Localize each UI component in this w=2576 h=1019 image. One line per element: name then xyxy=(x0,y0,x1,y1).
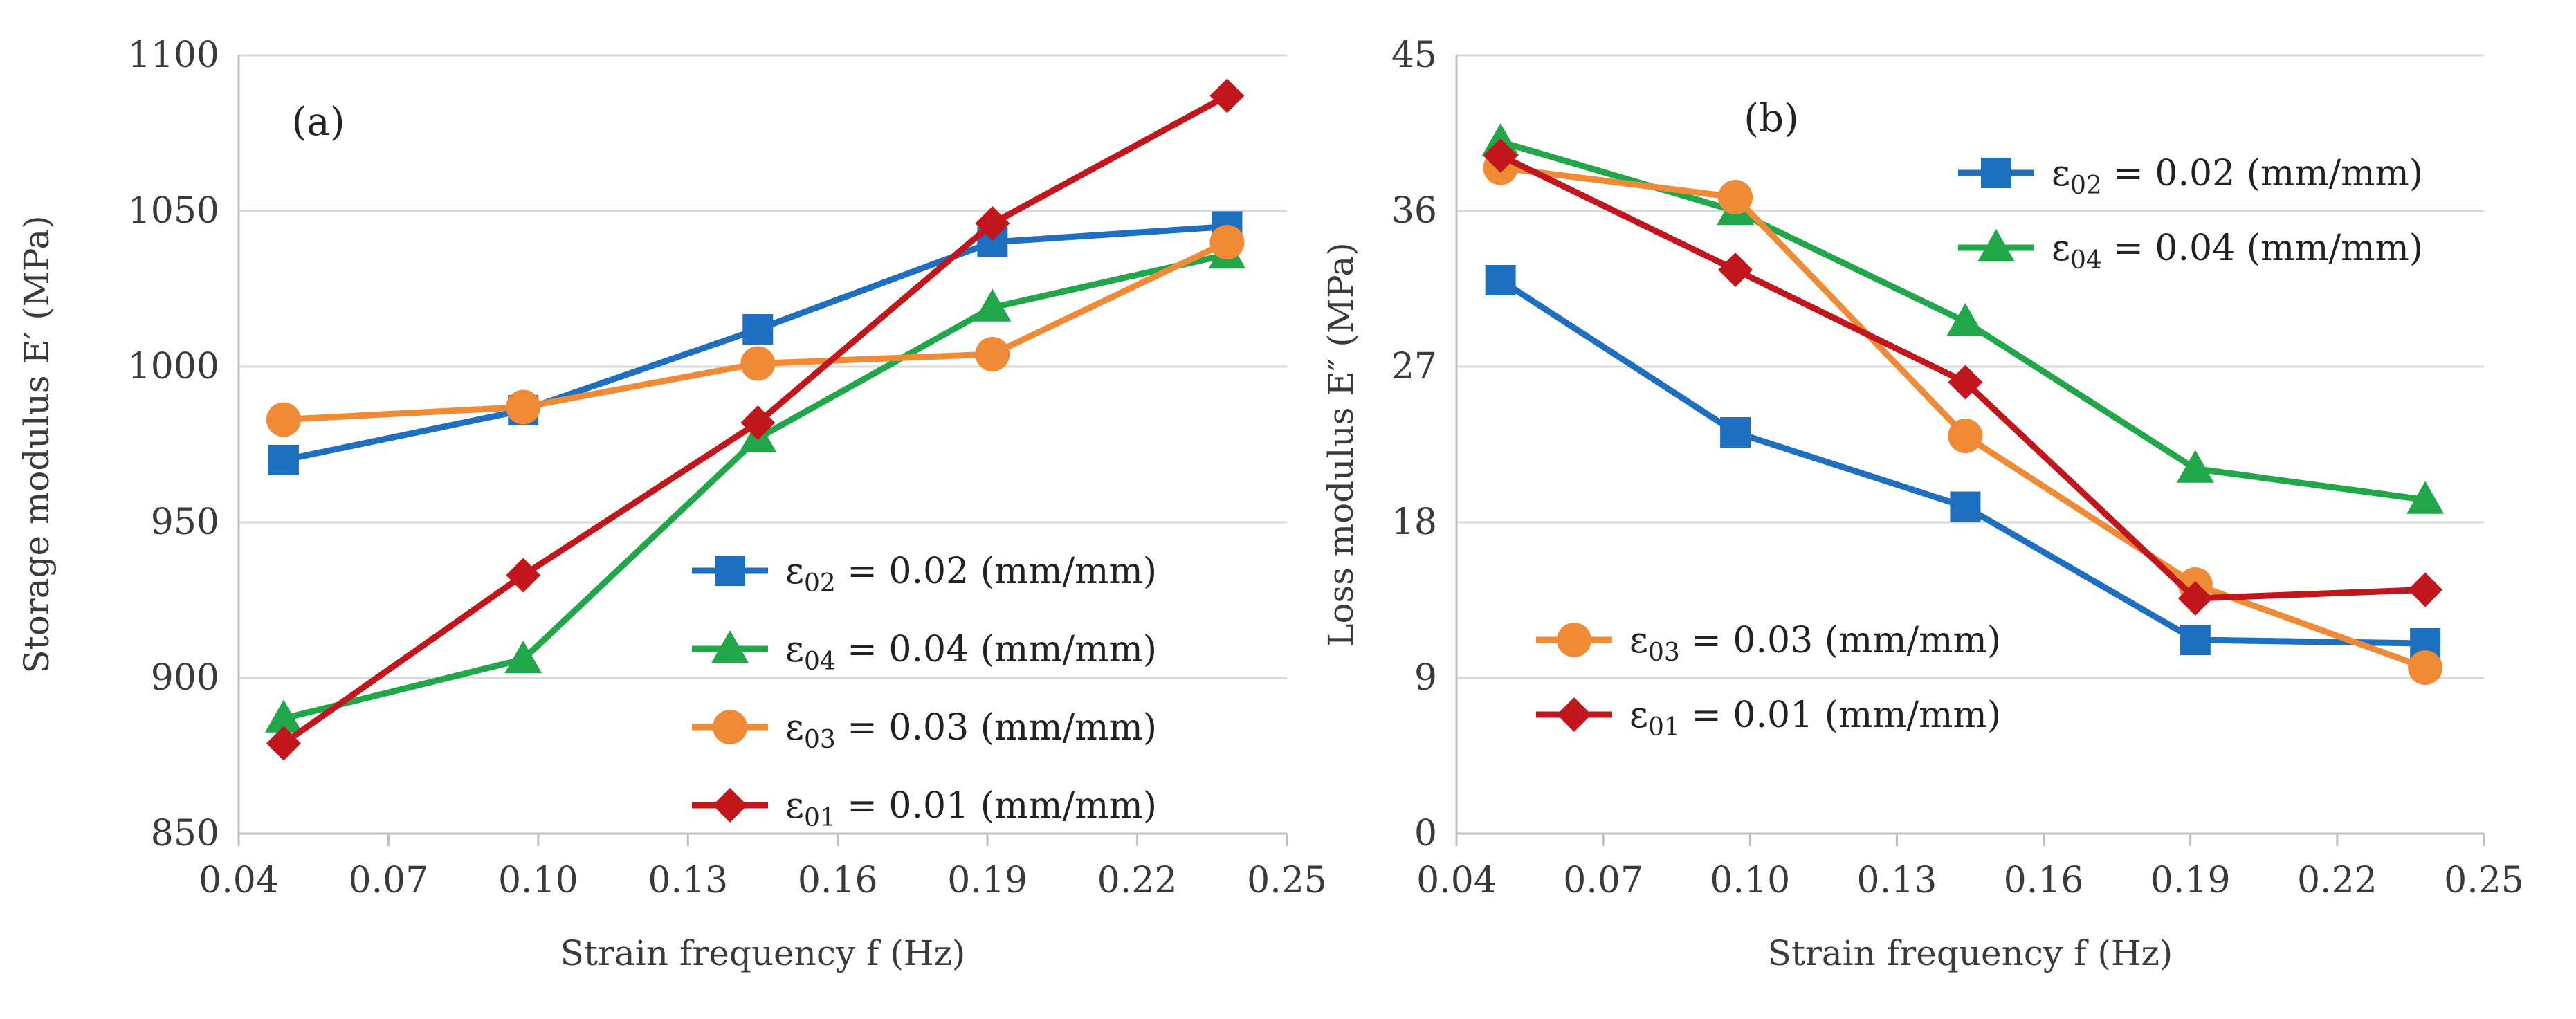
x-tick-label: 0.13 xyxy=(648,860,728,901)
x-tick-label: 0.07 xyxy=(349,860,429,901)
legend-item: ε02 = 0.02 (mm/mm) xyxy=(692,551,1157,598)
data-point xyxy=(1948,365,1983,400)
data-point xyxy=(1946,303,1984,336)
legend-marker xyxy=(713,710,747,744)
legend-marker xyxy=(715,556,745,586)
x-tick-label: 0.19 xyxy=(2150,860,2231,901)
series-02 xyxy=(1485,265,2441,659)
y-tick-label: 950 xyxy=(151,502,219,543)
x-tick-label: 0.22 xyxy=(1097,860,1178,901)
legend-item: ε01 = 0.01 (mm/mm) xyxy=(1536,695,2001,742)
x-axis-title: Strain frequency f (Hz) xyxy=(1768,933,2173,973)
x-tick-label: 0.19 xyxy=(947,860,1027,901)
x-tick-label: 0.04 xyxy=(1416,860,1497,901)
panel-label: (b) xyxy=(1744,96,1799,141)
data-point xyxy=(1950,491,1981,522)
data-point xyxy=(1209,225,1245,259)
legend-label: ε03 = 0.03 (mm/mm) xyxy=(1629,620,2001,667)
x-tick-label: 0.04 xyxy=(199,860,279,901)
y-tick-label: 36 xyxy=(1391,190,1437,232)
data-point xyxy=(1718,180,1753,214)
series-01 xyxy=(266,78,1245,761)
y-tick-label: 0 xyxy=(1414,813,1437,854)
data-point xyxy=(266,726,301,761)
data-point xyxy=(506,389,541,425)
legend-label: ε02 = 0.02 (mm/mm) xyxy=(785,551,1157,598)
chart-panel-a: 850 900 950 1000 1050 1100 0.04 0.07 0.10 0.13 0.1… xyxy=(17,35,1327,973)
y-tick-label: 850 xyxy=(151,813,219,854)
legend-item: ε02 = 0.02 (mm/mm) xyxy=(1958,153,2423,200)
legend-marker xyxy=(1981,158,2011,188)
legend-label: ε01 = 0.01 (mm/mm) xyxy=(785,785,1157,832)
data-point xyxy=(742,314,774,345)
legend-label: ε04 = 0.04 (mm/mm) xyxy=(2052,228,2423,275)
data-point xyxy=(266,402,301,437)
legend-item: ε03 = 0.03 (mm/mm) xyxy=(692,707,1157,754)
legend-marker xyxy=(1977,229,2015,262)
legend-item: ε04 = 0.04 (mm/mm) xyxy=(692,629,1157,676)
y-tick-label: 900 xyxy=(151,657,219,699)
data-point xyxy=(975,337,1010,371)
data-point xyxy=(504,641,542,674)
x-tick-label: 0.10 xyxy=(498,860,578,901)
data-point xyxy=(264,699,302,733)
data-point xyxy=(740,346,776,381)
legend: ε03 = 0.03 (mm/mm) ε01 = 0.01 (mm/mm) xyxy=(1536,620,2001,742)
x-tick-label: 0.25 xyxy=(2444,860,2524,901)
y-axis-title: Storage modulus E′ (MPa) xyxy=(17,215,57,673)
legend-item: ε04 = 0.04 (mm/mm) xyxy=(1958,228,2423,275)
data-point xyxy=(975,206,1010,241)
data-point xyxy=(2408,650,2443,685)
data-point xyxy=(740,405,776,440)
y-tick-label: 1050 xyxy=(128,190,219,232)
legend-label: ε04 = 0.04 (mm/mm) xyxy=(785,629,1157,676)
data-point xyxy=(1483,138,1518,173)
panel-label: (a) xyxy=(291,100,345,145)
legend-label: ε03 = 0.03 (mm/mm) xyxy=(785,707,1157,754)
x-tick-label: 0.22 xyxy=(2297,860,2377,901)
x-tick-label: 0.10 xyxy=(1710,860,1790,901)
legend-label: ε02 = 0.02 (mm/mm) xyxy=(2052,153,2423,200)
y-tick-label: 45 xyxy=(1391,35,1437,76)
legend-marker xyxy=(711,630,749,663)
data-point xyxy=(506,558,541,593)
data-point xyxy=(1948,419,1983,453)
y-tick-label: 27 xyxy=(1391,346,1437,387)
y-tick-label: 9 xyxy=(1414,657,1437,699)
data-point xyxy=(2180,625,2211,655)
data-point xyxy=(1209,78,1245,113)
legend-marker xyxy=(713,788,747,823)
y-tick-label: 1000 xyxy=(128,346,219,387)
x-tick-label: 0.13 xyxy=(1857,860,1937,901)
data-point xyxy=(2408,572,2443,607)
x-tick-label: 0.16 xyxy=(798,860,878,901)
legend-marker xyxy=(1557,697,1591,732)
data-point xyxy=(974,288,1012,322)
legend-marker xyxy=(1557,623,1591,657)
legend: ε02 = 0.02 (mm/mm) ε04 = 0.04 (mm/mm) ε03 … xyxy=(692,551,1157,832)
series-03 xyxy=(266,225,1245,437)
data-point xyxy=(1718,253,1753,287)
legend-label: ε01 = 0.01 (mm/mm) xyxy=(1629,695,2001,742)
series-01 xyxy=(1483,138,2443,616)
y-axis-title: Loss modulus E″ (MPa) xyxy=(1321,242,1361,646)
legend-item: ε03 = 0.03 (mm/mm) xyxy=(1536,620,2001,667)
x-tick-label: 0.16 xyxy=(2004,860,2084,901)
x-axis-title: Strain frequency f (Hz) xyxy=(560,933,966,973)
legend-item: ε01 = 0.01 (mm/mm) xyxy=(692,785,1157,832)
chart-panel-b: 0 9 18 27 36 45 0.04 0.07 0.10 0.13 0.16 0.19 0.22 0.… xyxy=(1321,35,2524,973)
y-tick-label: 1100 xyxy=(128,35,219,76)
data-point xyxy=(2177,581,2213,616)
x-tick-label: 0.07 xyxy=(1563,860,1643,901)
legend: ε02 = 0.02 (mm/mm) ε04 = 0.04 (mm/mm) xyxy=(1958,153,2423,275)
x-tick-label: 0.25 xyxy=(1247,860,1327,901)
data-point xyxy=(1720,417,1751,448)
data-point xyxy=(268,445,299,475)
y-tick-label: 18 xyxy=(1391,502,1437,543)
data-point xyxy=(2406,481,2445,514)
data-point xyxy=(2176,450,2214,483)
data-point xyxy=(1485,265,1516,295)
